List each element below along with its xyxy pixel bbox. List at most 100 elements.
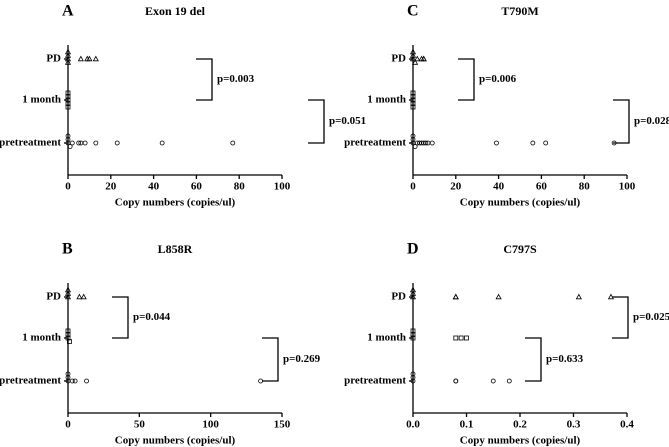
- point: [490, 378, 496, 384]
- p-value: p=0.633: [546, 353, 584, 365]
- point: [543, 140, 549, 146]
- point: [65, 375, 71, 380]
- point: [410, 375, 416, 380]
- y-tick-label: pretreatment: [344, 375, 406, 387]
- x-tick-label: 50: [134, 419, 146, 431]
- panel-letter: B: [62, 241, 73, 258]
- x-tick-label: 0: [65, 419, 71, 431]
- point: [69, 378, 75, 384]
- point: [458, 335, 464, 341]
- point: [414, 55, 421, 62]
- x-tick-label: 0: [410, 181, 416, 193]
- point: [410, 94, 416, 99]
- point: [84, 378, 89, 384]
- point: [65, 328, 71, 334]
- point: [82, 140, 88, 146]
- x-tick-label: 20: [450, 181, 462, 193]
- point: [494, 140, 499, 146]
- bracket: [196, 58, 213, 101]
- x-tick-label: 80: [234, 181, 246, 193]
- bracket: [458, 58, 475, 101]
- point: [65, 90, 71, 96]
- panel-letter: D: [407, 241, 419, 258]
- point: [114, 140, 120, 146]
- point: [76, 293, 83, 300]
- panel-letter: A: [62, 3, 74, 20]
- panel-letter: C: [407, 3, 419, 20]
- panel-title: L858R: [158, 242, 193, 256]
- y-tick-label: PD: [46, 53, 61, 65]
- x-axis-label: Copy numbers (copies/ul): [115, 197, 236, 209]
- point: [159, 140, 165, 146]
- x-tick-label: 100: [202, 419, 219, 431]
- point: [230, 140, 236, 146]
- p-value: p=0.044: [133, 311, 171, 323]
- point: [530, 140, 536, 146]
- point: [86, 55, 93, 62]
- y-tick-label: PD: [391, 53, 406, 65]
- point: [410, 101, 416, 106]
- y-tick-label: 1 month: [22, 332, 61, 344]
- point: [65, 133, 71, 139]
- point: [423, 140, 429, 146]
- x-tick-label: 0.3: [567, 419, 581, 431]
- point: [410, 332, 416, 337]
- point: [410, 97, 416, 103]
- p-value: p=0.025: [633, 311, 669, 323]
- bracket: [308, 99, 325, 144]
- point: [65, 97, 71, 103]
- x-tick-label: 0.0: [406, 419, 420, 431]
- y-tick-label: 1 month: [367, 332, 406, 344]
- x-axis-label: Copy numbers (copies/ul): [460, 435, 581, 447]
- point: [410, 371, 416, 377]
- panel-title: C797S: [503, 242, 537, 256]
- point: [410, 133, 416, 139]
- x-tick-label: 0: [65, 181, 71, 193]
- point: [495, 293, 502, 300]
- p-value: p=0.003: [217, 73, 255, 85]
- bracket: [262, 337, 279, 382]
- x-tick-label: 20: [105, 181, 117, 193]
- y-tick-label: 1 month: [367, 94, 406, 106]
- bracket: [525, 337, 542, 382]
- point: [409, 293, 417, 300]
- p-value: p=0.051: [329, 115, 366, 127]
- point: [410, 378, 416, 384]
- x-tick-label: 100: [274, 181, 291, 193]
- point: [69, 140, 75, 146]
- point: [67, 144, 73, 149]
- bracket: [612, 296, 629, 339]
- point: [453, 378, 459, 384]
- x-tick-label: 40: [148, 181, 160, 193]
- x-tick-label: 100: [619, 181, 636, 193]
- p-value: p=0.006: [479, 73, 517, 85]
- p-value: p=0.028: [634, 115, 669, 127]
- point: [65, 94, 71, 99]
- y-tick-label: pretreatment: [0, 137, 61, 149]
- y-tick-label: PD: [46, 291, 61, 303]
- x-tick-label: 0.4: [620, 419, 634, 431]
- point: [453, 335, 459, 341]
- point: [80, 293, 87, 300]
- x-tick-label: 60: [191, 181, 203, 193]
- point: [410, 137, 416, 142]
- point: [77, 55, 84, 62]
- point: [506, 378, 512, 384]
- x-axis-label: Copy numbers (copies/ul): [115, 435, 236, 447]
- point: [575, 293, 582, 300]
- x-tick-label: 150: [274, 419, 291, 431]
- point: [410, 328, 416, 334]
- point: [65, 104, 71, 110]
- point: [409, 55, 417, 62]
- x-tick-label: 0.1: [460, 419, 474, 431]
- bracket: [613, 99, 630, 144]
- point: [64, 59, 72, 65]
- x-tick-label: 40: [493, 181, 505, 193]
- y-tick-label: PD: [391, 291, 406, 303]
- point: [464, 335, 469, 341]
- point: [65, 371, 71, 377]
- point: [67, 339, 72, 344]
- p-value: p=0.269: [283, 353, 321, 365]
- x-tick-label: 60: [536, 181, 548, 193]
